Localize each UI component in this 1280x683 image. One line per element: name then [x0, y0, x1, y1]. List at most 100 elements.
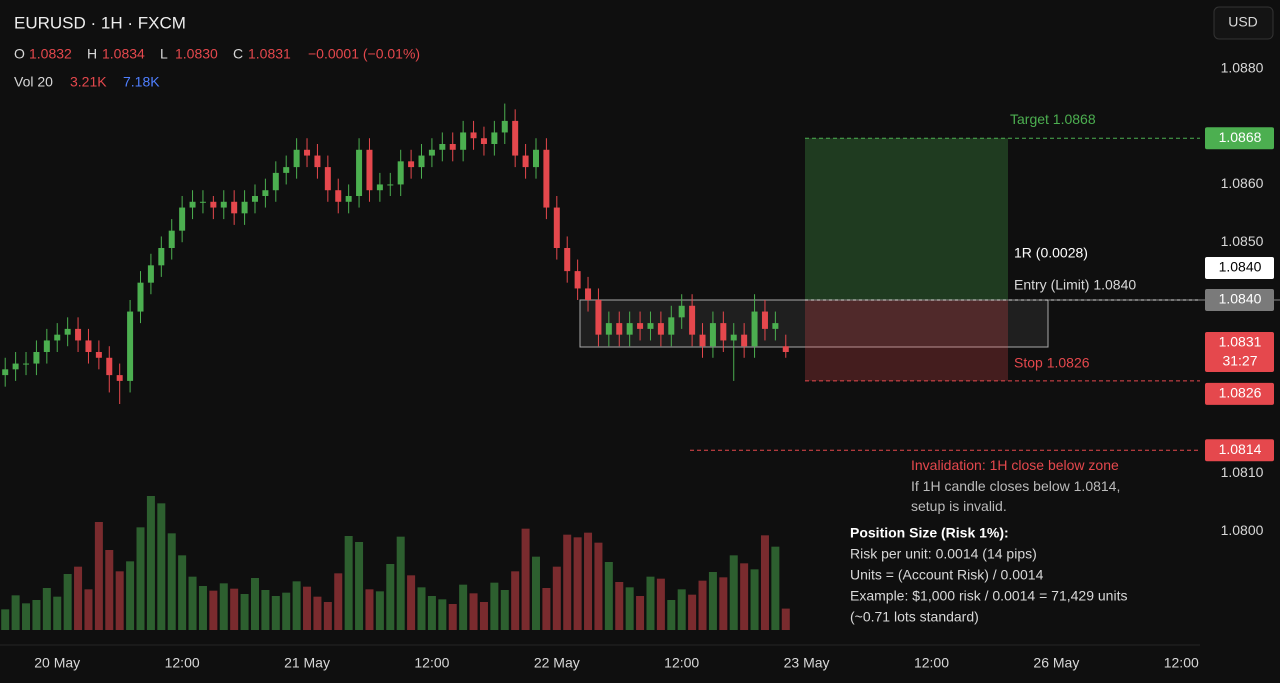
volume-bar [230, 588, 239, 630]
candle-body [397, 161, 404, 185]
volume-bar [740, 563, 749, 630]
candle-body [158, 248, 165, 266]
volume-bar [604, 562, 613, 630]
volume-bar [157, 503, 166, 630]
candle-body [585, 288, 592, 300]
volume-bar [84, 589, 93, 630]
candle-body [761, 311, 768, 329]
panel-line: Units = (Account Risk) / 0.0014 [850, 567, 1044, 583]
ohlc-letter: H [87, 46, 97, 62]
y-tick-label: 1.0810 [1221, 464, 1264, 480]
volume-bar [459, 584, 468, 630]
volume-bar [11, 595, 20, 630]
invalidation-tag-label: 1.0814 [1219, 441, 1262, 457]
candle-body [626, 323, 633, 335]
panel-title: Position Size (Risk 1%): [850, 525, 1009, 541]
candle-body [2, 369, 9, 376]
volume-bar [427, 596, 436, 630]
volume-bar [750, 569, 759, 630]
volume-bar [729, 555, 738, 630]
invalidation-text: Invalidation: 1H close below zone [911, 457, 1119, 473]
ohlc-letter: O [14, 46, 25, 62]
candle-body [12, 363, 19, 370]
y-tick-label: 1.0850 [1221, 233, 1264, 249]
candle-body [168, 230, 175, 248]
x-tick-label: 12:00 [914, 655, 949, 671]
x-tick-label: 12:00 [165, 655, 200, 671]
volume-bar [719, 577, 728, 630]
last-tag [1205, 332, 1274, 372]
ohlc-legend: O 1.0832 H 1.0834 L 1.0830 C 1.0831 −0.0001 (−0.… [14, 46, 420, 62]
change: −0.0001 (−0.01%) [308, 46, 420, 62]
volume-bar [219, 583, 228, 630]
candle-body [304, 149, 311, 156]
volume-bar [282, 592, 291, 630]
candle-body [85, 340, 92, 352]
target-tag-label: 1.0868 [1219, 129, 1262, 145]
candle-body [657, 323, 664, 335]
candle-body [491, 132, 498, 144]
candle-body [678, 305, 685, 318]
candle-body [532, 149, 539, 168]
volume-bar [115, 571, 124, 630]
r1-tag [1205, 257, 1274, 279]
volume-bar [32, 600, 41, 630]
ohlc-value: 1.0831 [248, 46, 291, 62]
candle-body [231, 201, 238, 214]
entry-text: Entry (Limit) 1.0840 [1014, 277, 1136, 293]
volume-bar [334, 573, 343, 630]
x-tick-label: 20 May [34, 655, 80, 671]
candle-body [564, 248, 571, 272]
candle-body [345, 196, 352, 202]
invalidation-tag [1205, 439, 1274, 462]
position-panel: Risk per unit: 0.0014 (14 pips) Units = (… [850, 546, 1127, 625]
volume-bar [667, 600, 676, 630]
candle-body [272, 172, 279, 191]
candle-body [449, 144, 456, 150]
ohlc-letter: C [233, 46, 243, 62]
r1-text: 1R (0.0028) [1014, 245, 1088, 261]
stop-text: Stop 1.0826 [1014, 355, 1090, 371]
volume-bar [521, 528, 530, 630]
volume-bar [563, 534, 572, 630]
volume-bar [292, 581, 301, 630]
panel-line: Risk per unit: 0.0014 (14 pips) [850, 546, 1037, 562]
candle-body [699, 334, 706, 347]
volume-bar [74, 566, 83, 630]
x-tick-label: 12:00 [664, 655, 699, 671]
candle-body [127, 311, 134, 381]
candle-body [553, 207, 560, 248]
candle-body [439, 144, 446, 150]
y-tick-label: 1.0880 [1221, 60, 1264, 76]
volume-bar [760, 535, 769, 630]
panel-line: (~0.71 lots standard) [850, 609, 979, 625]
volume-bar [188, 576, 197, 630]
volume-bar [146, 496, 155, 630]
volume-bar [594, 542, 603, 630]
candle-body [366, 149, 373, 191]
candle-body [75, 328, 82, 341]
candle-body [595, 300, 602, 335]
candle-body [709, 323, 716, 347]
candle-body [428, 149, 435, 156]
volume-bar [708, 572, 717, 630]
target-tag [1205, 127, 1274, 150]
volume-bar [500, 590, 509, 630]
volume-bar [625, 587, 634, 630]
candle-body [210, 201, 217, 208]
currency[interactable]: USD [1228, 14, 1258, 30]
candle-body [543, 149, 550, 208]
stop-tag-label: 1.0826 [1219, 385, 1262, 401]
candle-body [220, 201, 227, 208]
volume-bar [53, 596, 62, 630]
candle-body [668, 317, 675, 335]
currency-button[interactable] [1213, 6, 1274, 40]
last-tag-label: 1.0831 [1219, 334, 1262, 350]
volume-bar [105, 550, 114, 630]
candle-body [376, 184, 383, 191]
entry-tag [1205, 289, 1274, 311]
candle-body [95, 352, 102, 358]
entry-tag-label: 1.0840 [1219, 291, 1262, 307]
